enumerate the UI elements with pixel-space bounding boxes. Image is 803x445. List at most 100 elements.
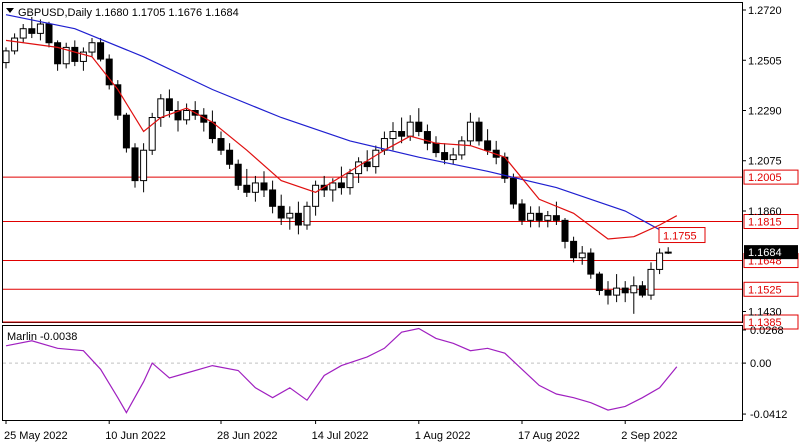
candle-body [140, 149, 148, 182]
marlin-line [5, 327, 678, 414]
candle-body [656, 252, 664, 270]
price-tick-label: 1.2290 [748, 106, 782, 118]
candle-body [19, 28, 27, 39]
level-label: 1.1815 [748, 217, 782, 229]
candle-body [174, 110, 182, 121]
candle-body [11, 37, 19, 52]
ma-target-badge [658, 227, 706, 244]
price-tick-label: 1.2075 [748, 156, 782, 168]
candle-body [303, 205, 311, 226]
candle-body [337, 182, 345, 189]
price-tick-label: 1.2720 [748, 5, 782, 17]
candle-body [2, 50, 10, 64]
candle-body [415, 121, 423, 133]
time-tick-label: 28 Jun 2022 [217, 430, 278, 442]
candle-body [269, 189, 277, 207]
time-tick-label: 14 Jul 2022 [312, 430, 369, 442]
symbol-info: GBPUSD,Daily 1.1680 1.1705 1.1676 1.1684 [18, 7, 239, 19]
time-tick-label: 17 Aug 2022 [518, 430, 580, 442]
candle-body [647, 268, 655, 296]
candle-body [62, 46, 70, 65]
osc-tick-label: 0.0268 [750, 325, 784, 337]
indicator-label: Marlin -0.0038 [7, 331, 77, 343]
price-tick-label: 1.1430 [748, 306, 782, 318]
candle-body [527, 212, 535, 221]
candle-body [638, 285, 646, 296]
candle-body [45, 23, 53, 44]
time-tick-label: 10 Jun 2022 [105, 430, 166, 442]
candle-body [441, 152, 449, 161]
candle-body [595, 273, 603, 291]
candle-body [346, 173, 354, 189]
candle-body [226, 149, 234, 165]
candle-body [183, 110, 191, 121]
candle-body [97, 42, 105, 60]
candle-body [484, 140, 492, 151]
candle-body [466, 121, 474, 142]
candle-body [535, 212, 543, 221]
level-label: 1.2005 [748, 172, 782, 184]
ma-target-label: 1.1755 [663, 231, 697, 243]
candle-body [664, 251, 672, 254]
candle-body [587, 252, 595, 275]
candle-body [518, 203, 526, 221]
candle-body [561, 219, 569, 242]
level-badge [743, 314, 799, 330]
candle-body [432, 142, 440, 154]
candle-body [28, 28, 36, 34]
candle-body [105, 58, 113, 86]
candle-body [217, 138, 225, 151]
candle-body [621, 287, 629, 294]
price-tick-label: 1.1860 [748, 206, 782, 218]
oscillator [3, 327, 742, 414]
candle-body [423, 131, 431, 144]
moving-averages: 1.1755 [5, 14, 706, 244]
candle-body [234, 163, 242, 186]
candle-body [458, 140, 466, 156]
candle-body [88, 42, 96, 53]
candle-body [312, 184, 320, 207]
level-label: 1.1385 [748, 317, 782, 329]
candle-body [294, 212, 302, 226]
candle-body [604, 289, 612, 296]
candle-body [71, 46, 79, 62]
candle-body [260, 182, 268, 191]
fast-ma-line [5, 39, 678, 240]
candle-body [131, 147, 139, 182]
level-label: 1.1525 [748, 284, 782, 296]
time-tick-label: 25 May 2022 [4, 430, 68, 442]
osc-tick-label: 0.00 [750, 358, 771, 370]
candle-body [630, 285, 638, 294]
osc-tick-label: -0.0412 [750, 409, 787, 421]
candle-body [449, 154, 457, 161]
current-price-badge [744, 245, 798, 260]
candle-body [157, 98, 165, 119]
candle-body [398, 131, 406, 137]
candle-body [613, 287, 621, 296]
axes: 1.2720 1.2505 1.2290 1.2075 1.1860 1.1430 1.16… [4, 5, 798, 442]
indicator-panel-frame [2, 325, 743, 421]
candle-body [286, 212, 294, 219]
level-badge [743, 214, 799, 230]
candle-body [406, 121, 414, 137]
dropdown-triangle-icon[interactable] [6, 8, 14, 13]
candle-body [36, 23, 44, 34]
candle-body [372, 149, 380, 168]
candle-body [54, 42, 62, 65]
price-tick-label: 1.2505 [748, 55, 782, 67]
candle-body [552, 215, 560, 221]
slow-ma-line [5, 14, 677, 237]
candle-body [148, 117, 156, 151]
level-badge [743, 169, 799, 185]
candle-body [243, 184, 251, 193]
candle-body [475, 121, 483, 142]
candles [2, 17, 672, 314]
candle-body [570, 240, 578, 259]
candle-body [122, 114, 130, 149]
level-badge [743, 281, 799, 297]
current-price-label: 1.1684 [748, 247, 782, 259]
candle-body [114, 84, 122, 116]
candle-body [509, 177, 517, 205]
